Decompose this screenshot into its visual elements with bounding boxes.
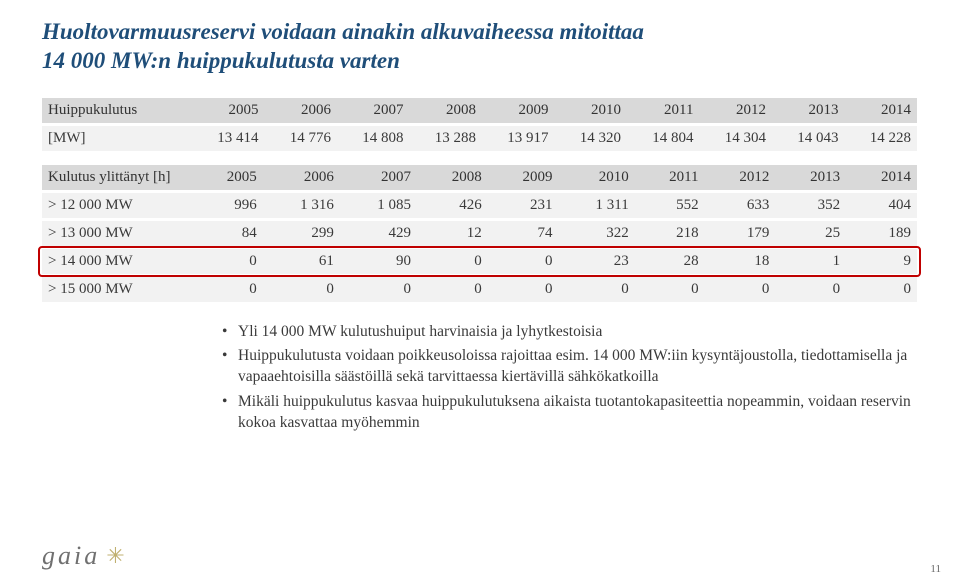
cell: 299 bbox=[263, 221, 340, 246]
cell: 231 bbox=[488, 193, 559, 218]
cell: > 13 000 MW bbox=[42, 221, 192, 246]
col-header: 2013 bbox=[775, 165, 846, 190]
col-header: 2009 bbox=[488, 165, 559, 190]
cell: 179 bbox=[705, 221, 776, 246]
cell: 0 bbox=[488, 277, 559, 302]
cell: 0 bbox=[846, 277, 917, 302]
col-header: 2013 bbox=[772, 98, 845, 123]
col-header: 2005 bbox=[192, 98, 265, 123]
cell: 352 bbox=[775, 193, 846, 218]
cell: 84 bbox=[192, 221, 263, 246]
col-header: 2014 bbox=[845, 98, 918, 123]
cell: 14 776 bbox=[265, 126, 338, 151]
logo-text: gaia bbox=[42, 541, 100, 571]
title-line-1: Huoltovarmuusreservi voidaan ainakin alk… bbox=[42, 19, 644, 44]
cell: > 14 000 MW bbox=[42, 249, 192, 274]
col-header: 2007 bbox=[340, 165, 417, 190]
cell: 13 288 bbox=[410, 126, 483, 151]
table-header-row: Kulutus ylittänyt [h] 2005 2006 2007 200… bbox=[42, 165, 917, 190]
cell: 13 917 bbox=[482, 126, 555, 151]
cell: 218 bbox=[635, 221, 705, 246]
cell: 0 bbox=[705, 277, 776, 302]
cell: 18 bbox=[705, 249, 776, 274]
cell: 429 bbox=[340, 221, 417, 246]
col-header: 2014 bbox=[846, 165, 917, 190]
cell: 1 316 bbox=[263, 193, 340, 218]
cell: 633 bbox=[705, 193, 776, 218]
cell: 1 085 bbox=[340, 193, 417, 218]
cell: 0 bbox=[340, 277, 417, 302]
page-number: 11 bbox=[930, 563, 941, 575]
table-row: > 15 000 MW 0 0 0 0 0 0 0 0 0 0 bbox=[42, 277, 917, 302]
cell: 14 304 bbox=[700, 126, 773, 151]
cell: 14 320 bbox=[555, 126, 628, 151]
cell: 90 bbox=[340, 249, 417, 274]
col-header: 2008 bbox=[417, 165, 488, 190]
table-row: [MW] 13 414 14 776 14 808 13 288 13 917 … bbox=[42, 126, 917, 151]
cell: 9 bbox=[846, 249, 917, 274]
col-header: 2012 bbox=[705, 165, 776, 190]
cell: 13 414 bbox=[192, 126, 265, 151]
page-title: Huoltovarmuusreservi voidaan ainakin alk… bbox=[42, 18, 917, 76]
cell: 74 bbox=[488, 221, 559, 246]
cell: 61 bbox=[263, 249, 340, 274]
bullet-item: Yli 14 000 MW kulutushuiput harvinaisia … bbox=[222, 322, 917, 343]
col-header: 2010 bbox=[555, 98, 628, 123]
cell: 552 bbox=[635, 193, 705, 218]
cell: 322 bbox=[559, 221, 635, 246]
col-header: 2012 bbox=[700, 98, 773, 123]
col-header: 2006 bbox=[263, 165, 340, 190]
threshold-exceeded-table: Kulutus ylittänyt [h] 2005 2006 2007 200… bbox=[42, 165, 917, 302]
cell: 0 bbox=[263, 277, 340, 302]
table-header-row: Huippukulutus 2005 2006 2007 2008 2009 2… bbox=[42, 98, 917, 123]
col-header: 2008 bbox=[410, 98, 483, 123]
cell: 1 bbox=[775, 249, 846, 274]
cell: 25 bbox=[775, 221, 846, 246]
cell: [MW] bbox=[42, 126, 192, 151]
col-header: Kulutus ylittänyt [h] bbox=[42, 165, 192, 190]
star-icon: ✳ bbox=[106, 545, 124, 567]
cell: 426 bbox=[417, 193, 488, 218]
cell: 1 311 bbox=[559, 193, 635, 218]
cell: 0 bbox=[488, 249, 559, 274]
cell: 0 bbox=[417, 249, 488, 274]
col-header: 2005 bbox=[192, 165, 263, 190]
cell: 14 804 bbox=[627, 126, 700, 151]
cell: 0 bbox=[192, 277, 263, 302]
cell: 0 bbox=[775, 277, 846, 302]
bullet-list: Yli 14 000 MW kulutushuiput harvinaisia … bbox=[222, 322, 917, 435]
logo: gaia ✳ bbox=[42, 541, 125, 571]
cell: 189 bbox=[846, 221, 917, 246]
col-header: 2009 bbox=[482, 98, 555, 123]
peak-consumption-table: Huippukulutus 2005 2006 2007 2008 2009 2… bbox=[42, 98, 917, 151]
col-header: 2007 bbox=[337, 98, 410, 123]
cell: 996 bbox=[192, 193, 263, 218]
table-row: > 13 000 MW 84 299 429 12 74 322 218 179… bbox=[42, 221, 917, 246]
cell: 0 bbox=[192, 249, 263, 274]
cell: 14 043 bbox=[772, 126, 845, 151]
cell: 12 bbox=[417, 221, 488, 246]
cell: 14 808 bbox=[337, 126, 410, 151]
cell: 28 bbox=[635, 249, 705, 274]
cell: > 15 000 MW bbox=[42, 277, 192, 302]
cell: 0 bbox=[635, 277, 705, 302]
bullet-item: Mikäli huippukulutus kasvaa huippukulutu… bbox=[222, 392, 917, 434]
cell: 0 bbox=[559, 277, 635, 302]
cell: 23 bbox=[559, 249, 635, 274]
cell: > 12 000 MW bbox=[42, 193, 192, 218]
col-header: Huippukulutus bbox=[42, 98, 192, 123]
col-header: 2006 bbox=[265, 98, 338, 123]
title-line-2: 14 000 MW:n huippukulutusta varten bbox=[42, 48, 400, 73]
bullet-item: Huippukulutusta voidaan poikkeusoloissa … bbox=[222, 346, 917, 388]
col-header: 2010 bbox=[559, 165, 635, 190]
col-header: 2011 bbox=[627, 98, 700, 123]
table-row: > 12 000 MW 996 1 316 1 085 426 231 1 31… bbox=[42, 193, 917, 218]
cell: 404 bbox=[846, 193, 917, 218]
table-row: > 14 000 MW 0 61 90 0 0 23 28 18 1 9 bbox=[42, 249, 917, 274]
cell: 14 228 bbox=[845, 126, 918, 151]
cell: 0 bbox=[417, 277, 488, 302]
col-header: 2011 bbox=[635, 165, 705, 190]
